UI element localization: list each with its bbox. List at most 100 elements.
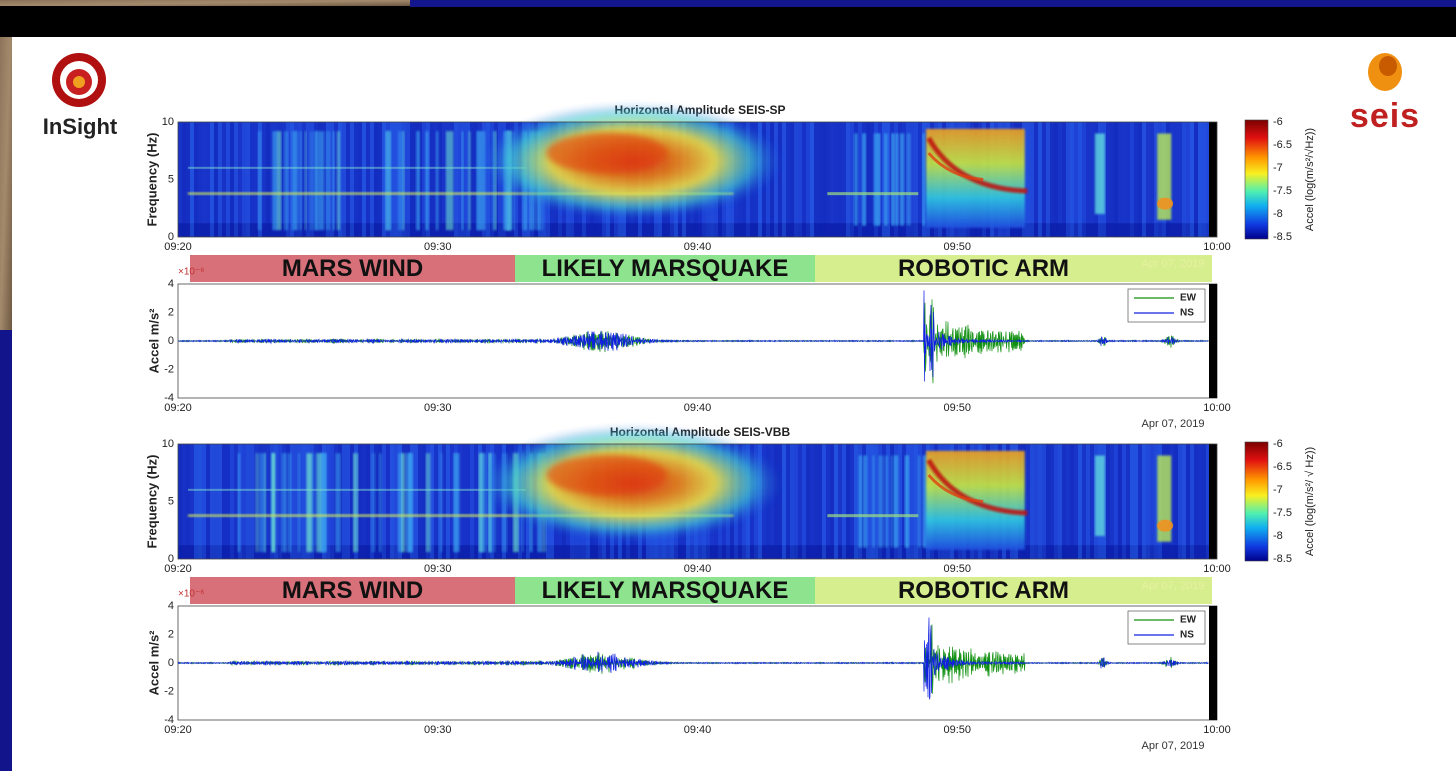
x-tick-label: 09:40 [684,724,712,736]
spectrogram-noise [1134,122,1138,237]
spectrogram-stripe [872,455,876,548]
x-tick-label: 09:40 [684,241,712,253]
spectrogram-noise [830,444,834,559]
spectrogram-stripe [371,453,376,553]
spectrogram-stripe [408,453,412,553]
spectrogram-noise [830,122,834,237]
spectrogram-noise [838,122,842,237]
spectrogram-noise [306,122,310,237]
band-background [190,255,515,282]
spectrogram [178,425,1217,559]
y-tick-label: 0 [168,657,174,669]
top-image-strip [0,0,410,6]
y-tick-label: 4 [168,600,174,612]
spectrogram-noise [362,122,366,237]
spectrogram-noise [430,444,434,559]
spectrogram-stripe [892,133,897,226]
spectrogram-noise [474,444,478,559]
spectrogram-noise [866,444,870,559]
colorbar-tick-label: -6.5 [1273,139,1292,151]
spectrogram-stripe [477,131,482,231]
spectrogram-noise [1030,444,1034,559]
spectrogram-noise [1086,444,1090,559]
band-label: ROBOTIC ARM [898,577,1069,604]
spectrogram-noise [342,122,346,237]
spectrogram-stripe [293,131,297,231]
spectrogram-noise [846,122,850,237]
spectrogram-noise [486,444,490,559]
top-blue-strip [410,0,1456,7]
spectrogram-noise [854,444,858,559]
y-tick-label: 2 [168,306,174,318]
spectrogram-noise [422,444,426,559]
spectrogram-noise [346,444,350,559]
spectrogram-stripe [480,131,486,231]
spectrogram-stripe [876,133,881,226]
spectrogram-stripe [313,453,316,553]
spectrogram-noise [786,444,790,559]
ns-trace [177,617,1209,700]
spectrogram-noise [242,444,246,559]
spectrogram-noise [438,122,442,237]
spectrogram-stripe [453,453,460,553]
spectrogram-stripe [439,453,443,553]
spectrogram-noise [326,444,330,559]
spectrogram-noise [1074,444,1078,559]
spectrogram-noise [374,444,378,559]
spectrogram-stripe [488,453,493,553]
spectrogram-noise [1114,122,1118,237]
y-tick-label: 2 [168,628,174,640]
legend-box [1127,288,1206,323]
spectrogram-noise [1154,444,1158,559]
spectrogram-noise [186,444,190,559]
spectrogram-noise [290,444,294,559]
spectrogram-noise [1150,444,1154,559]
spectrogram-noise [910,122,914,237]
colorbar-tick-label: -7.5 [1273,507,1292,519]
spectrogram-noise [462,122,466,237]
spectrogram-stripe [255,453,260,553]
spectrogram-noise [1122,444,1126,559]
spectrogram-stripe [877,455,881,548]
insight-logo: InSight [43,53,118,139]
spectrogram-stripe [335,453,341,553]
spectrogram-noise [198,444,202,559]
spectrogram-noise [1078,122,1082,237]
spectrogram-noise [774,122,778,237]
spectrogram-noise [410,122,414,237]
x-tick-label: 09:50 [943,241,971,253]
band-date: Apr 07, 2019 [1142,258,1205,270]
seis-logo: seis [1350,53,1419,135]
spectrogram-noise [202,444,206,559]
spectrogram-stripe [890,455,893,548]
band-background [815,577,1212,604]
spectrogram-noise [1174,122,1178,237]
spectrogram-noise [210,444,214,559]
spectrogram-noise [1206,444,1210,559]
spectrogram-noise [1194,122,1198,237]
spectrogram-stripe [893,455,898,548]
spectrogram-noise [266,444,270,559]
spectrogram-noise [270,122,274,237]
spectrogram-noise [390,444,394,559]
spectrogram-noise [390,122,394,237]
spectrogram-noise [330,444,334,559]
spectrogram-noise [1194,444,1198,559]
spectrogram-frame [177,121,1218,238]
x-tick-label: 09:30 [424,563,452,575]
spectrogram-noise [1086,122,1090,237]
spectrogram-noise [798,444,802,559]
spectrogram-noise [314,444,318,559]
x-tick-label: 09:40 [684,402,712,414]
spectrogram-noise [250,122,254,237]
spectrogram-noise [1026,444,1030,559]
spectrogram-noise [794,122,798,237]
spectrogram-noise [246,444,250,559]
spectrogram-noise [1130,444,1134,559]
spectrogram-stripe [314,131,320,231]
spectrogram-noise [350,122,354,237]
spectrogram-noise [1170,122,1174,237]
spectrogram-stripe [309,131,315,231]
spectrogram-stripe [900,133,905,226]
spectrogram-noise [1070,122,1074,237]
